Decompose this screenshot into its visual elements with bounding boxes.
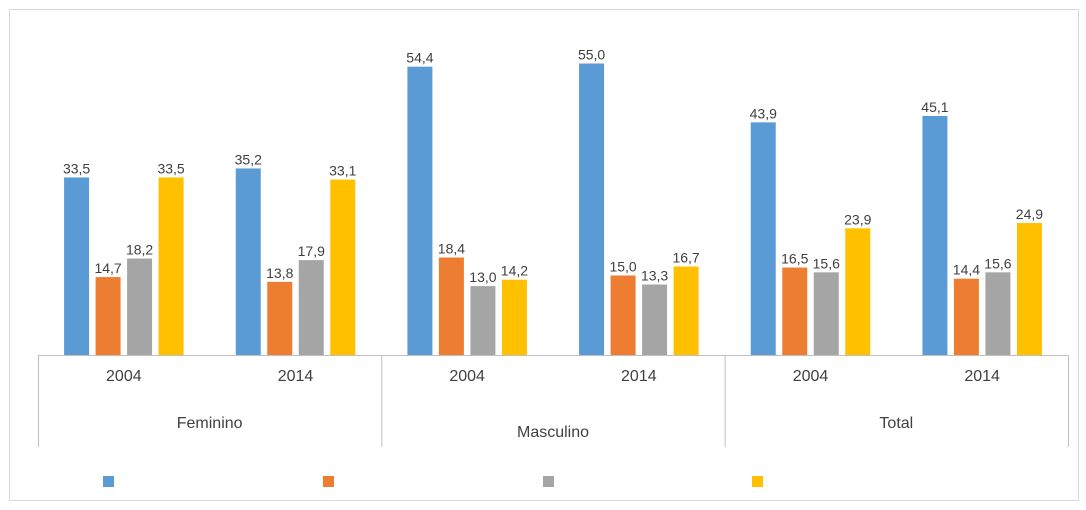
- data-label-s2-c1: 14,7: [94, 260, 121, 276]
- data-label-s2-c6: 14,4: [953, 262, 980, 278]
- data-label-s3-c3: 13,0: [469, 269, 496, 285]
- group-label-feminino: Feminino: [177, 415, 243, 432]
- tick-label-feminino-2004: 2004: [106, 368, 142, 385]
- bar-s1-c2: [235, 168, 261, 355]
- data-label-s1-c4: 55,0: [578, 47, 605, 63]
- data-label-s3-c1: 18,2: [126, 242, 153, 258]
- data-label-s1-c6: 45,1: [921, 99, 948, 115]
- bar-s3-c2: [298, 260, 324, 355]
- group-label-total: Total: [879, 415, 913, 432]
- data-label-s2-c2: 13,8: [266, 265, 293, 281]
- bar-s4-c5: [845, 228, 871, 355]
- data-label-s1-c1: 33,5: [63, 160, 90, 176]
- data-label-s4-c6: 24,9: [1016, 206, 1043, 222]
- data-label-s1-c5: 43,9: [750, 105, 777, 121]
- bar-s2-c4: [610, 275, 636, 355]
- legend-swatch-4: [752, 476, 763, 487]
- data-label-s2-c4: 15,0: [609, 259, 636, 275]
- bar-s2-c6: [953, 278, 979, 355]
- bar-s4-c4: [673, 266, 699, 355]
- bar-s3-c3: [470, 286, 496, 355]
- bar-s4-c2: [330, 179, 356, 355]
- bar-s2-c1: [95, 277, 121, 355]
- data-label-s3-c4: 13,3: [641, 268, 668, 284]
- bar-s2-c2: [267, 281, 293, 355]
- data-label-s3-c2: 17,9: [298, 243, 325, 259]
- data-label-s2-c3: 18,4: [438, 240, 465, 256]
- bar-s2-c5: [782, 267, 808, 355]
- data-label-s1-c3: 54,4: [406, 50, 433, 66]
- bar-s4-c3: [501, 279, 527, 355]
- group-label-masculino: Masculino: [517, 424, 589, 441]
- bar-s4-c1: [158, 177, 184, 355]
- tick-label-feminino-2014: 2014: [278, 368, 314, 385]
- bar-s3-c4: [642, 284, 668, 355]
- data-label-s4-c1: 33,5: [157, 160, 184, 176]
- bar-s3-c5: [813, 272, 839, 355]
- data-label-s4-c3: 14,2: [501, 263, 528, 279]
- legend-swatch-2: [323, 476, 334, 487]
- tick-label-total-2004: 2004: [793, 368, 829, 385]
- bar-s2-c3: [438, 257, 464, 355]
- legend-swatch-3: [543, 476, 554, 487]
- tick-label-masculino-2004: 2004: [449, 368, 485, 385]
- bar-s1-c4: [579, 63, 605, 355]
- chart-frame: [9, 9, 1079, 501]
- data-label-s3-c5: 15,6: [813, 255, 840, 271]
- tick-label-total-2014: 2014: [964, 368, 1000, 385]
- bar-s1-c3: [407, 66, 433, 356]
- bar-s1-c6: [922, 115, 948, 355]
- data-label-s4-c4: 16,7: [672, 249, 699, 265]
- data-label-s3-c6: 15,6: [984, 255, 1011, 271]
- data-label-s1-c2: 35,2: [235, 151, 262, 167]
- tick-label-masculino-2014: 2014: [621, 368, 657, 385]
- bar-s3-c1: [127, 258, 153, 355]
- bar-s4-c6: [1016, 223, 1042, 355]
- legend-swatch-1: [103, 476, 114, 487]
- data-label-s4-c5: 23,9: [844, 211, 871, 227]
- bar-s1-c5: [750, 122, 776, 355]
- data-label-s4-c2: 33,1: [329, 163, 356, 179]
- bar-s1-c1: [64, 177, 90, 355]
- data-label-s2-c5: 16,5: [781, 251, 808, 267]
- bar-s3-c6: [985, 272, 1011, 355]
